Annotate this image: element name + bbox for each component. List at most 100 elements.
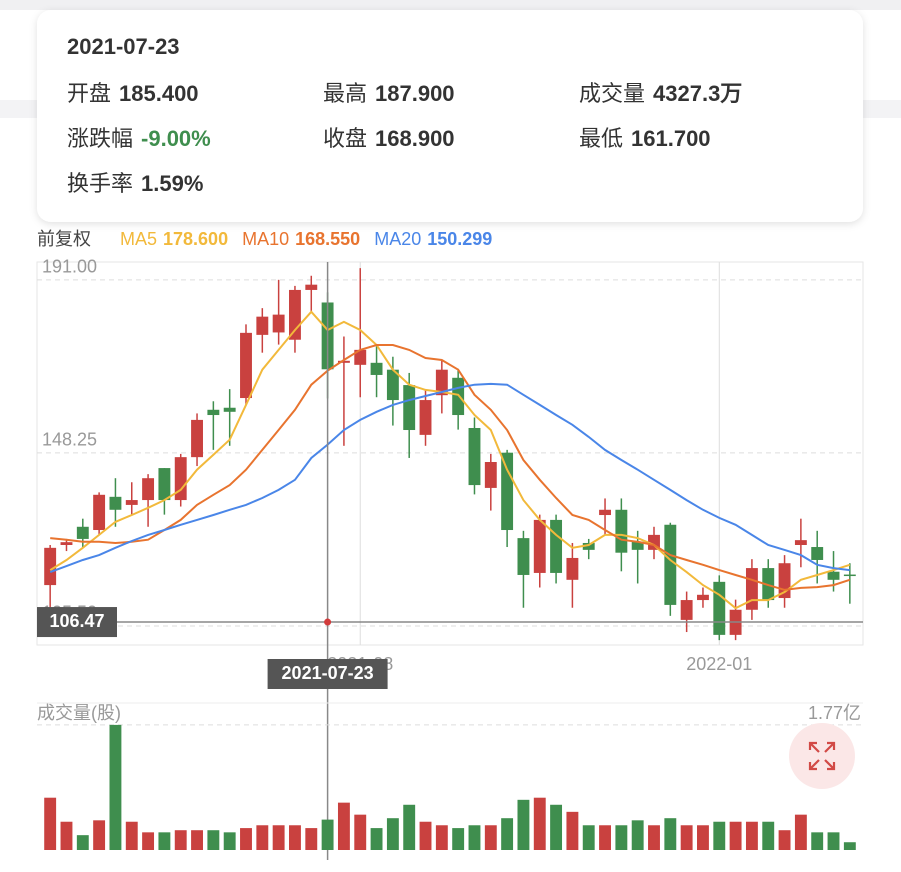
- candle-body: [191, 419, 203, 458]
- candle-body: [615, 509, 628, 553]
- volume-bar: [778, 830, 791, 850]
- field-label: 成交量: [579, 81, 645, 106]
- candle-body: [811, 547, 824, 560]
- field-value: 4327.3万: [653, 81, 742, 106]
- volume-bar: [109, 724, 122, 850]
- legend-entry: MA20 150.299: [374, 229, 492, 249]
- volume-bar: [811, 832, 824, 850]
- candle-body: [272, 314, 285, 333]
- crosshair-x-box: [267, 659, 388, 689]
- candle-body: [207, 409, 220, 416]
- candle-body: [648, 534, 660, 550]
- ma-line: [49, 310, 851, 610]
- volume-bar: [435, 825, 448, 850]
- volume-bar: [468, 825, 481, 850]
- candle-body: [827, 571, 840, 580]
- volume-bar: [125, 821, 138, 850]
- legend-value: 168.550: [295, 229, 360, 249]
- field-label: 最低: [579, 126, 623, 151]
- volume-bar: [305, 828, 318, 850]
- candle-body: [142, 478, 155, 501]
- volume-bar: [745, 821, 758, 850]
- volume-bar: [403, 804, 416, 850]
- expand-button[interactable]: [789, 723, 855, 789]
- candle-body: [386, 369, 399, 401]
- volume-bar: [615, 825, 628, 850]
- candle-body: [256, 316, 269, 335]
- volume-bar: [517, 799, 530, 850]
- top-strip: [0, 0, 901, 10]
- candle-body: [419, 400, 432, 435]
- candle-body: [44, 547, 57, 586]
- field-value: 1.59%: [141, 171, 203, 196]
- volume-bar: [452, 828, 465, 850]
- expand-icon: [808, 741, 836, 771]
- crosshair-x-label: 2021-07-23: [282, 663, 374, 683]
- legend-name: MA10: [242, 229, 289, 249]
- y-tick-label: 148.25: [42, 430, 97, 450]
- volume-bar: [599, 825, 611, 850]
- candle-body: [158, 468, 171, 501]
- volume-bar: [76, 835, 89, 850]
- crosshair-y-label: 106.47: [49, 611, 104, 631]
- candle-body: [533, 519, 546, 573]
- y-tick-label: 1.77亿: [808, 703, 861, 723]
- legend-value: 150.299: [427, 229, 492, 249]
- volume-bar: [142, 832, 155, 850]
- field-label: 最高: [323, 81, 367, 106]
- candle-body: [582, 542, 595, 550]
- legend-entry: MA10 168.550: [242, 229, 360, 249]
- x-tick-label: 2022-01: [686, 654, 752, 674]
- tooltip-field: 涨跌幅 -9.00%: [67, 126, 211, 151]
- candle-body: [452, 377, 465, 416]
- field-label: 换手率: [67, 171, 133, 196]
- candle-body: [501, 452, 514, 531]
- volume-bar: [827, 832, 840, 850]
- candle-body: [713, 581, 726, 635]
- candle-body: [435, 369, 448, 396]
- volume-bar: [272, 825, 285, 850]
- candle-body: [125, 500, 138, 505]
- volume-bar: [93, 820, 106, 850]
- volume-bar: [60, 821, 73, 850]
- volume-bar: [843, 842, 856, 850]
- candle-body: [843, 574, 856, 577]
- candle-body: [550, 519, 563, 573]
- candle-body: [93, 494, 106, 531]
- y-tick-label: 191.00: [42, 257, 97, 277]
- volume-bar: [762, 821, 775, 850]
- volume-bar: [729, 821, 742, 850]
- tooltip-card: [37, 10, 863, 222]
- tooltip-field: 开盘 185.400: [67, 81, 199, 106]
- legend-value: 178.600: [163, 229, 228, 249]
- volume-bar: [680, 825, 693, 850]
- volume-bar: [566, 811, 579, 850]
- volume-bar: [386, 818, 399, 850]
- volume-bar: [484, 825, 497, 850]
- candle-body: [60, 542, 73, 545]
- candle-body: [697, 594, 709, 601]
- ma-line: [49, 382, 850, 574]
- volume-title: 成交量(股): [37, 703, 121, 723]
- candle-body: [566, 557, 579, 580]
- legend-entry: MA5 178.600: [120, 229, 228, 249]
- price-plot-frame: [36, 261, 864, 646]
- candle-body: [664, 524, 677, 605]
- candle-body: [223, 407, 236, 412]
- candle-body: [289, 289, 301, 340]
- volume-bar: [354, 814, 367, 850]
- volume-bar: [256, 825, 269, 850]
- volume-bar: [370, 828, 383, 850]
- candle-body: [370, 362, 383, 375]
- volume-bar: [501, 818, 514, 850]
- field-value: 187.900: [375, 81, 455, 106]
- volume-bar: [240, 828, 252, 850]
- volume-bar: [582, 825, 595, 850]
- field-value: 185.400: [119, 81, 199, 106]
- ma-line: [50, 344, 851, 591]
- field-label: 收盘: [323, 126, 367, 151]
- tooltip-field: 收盘 168.900: [323, 126, 455, 151]
- volume-bar: [289, 825, 301, 850]
